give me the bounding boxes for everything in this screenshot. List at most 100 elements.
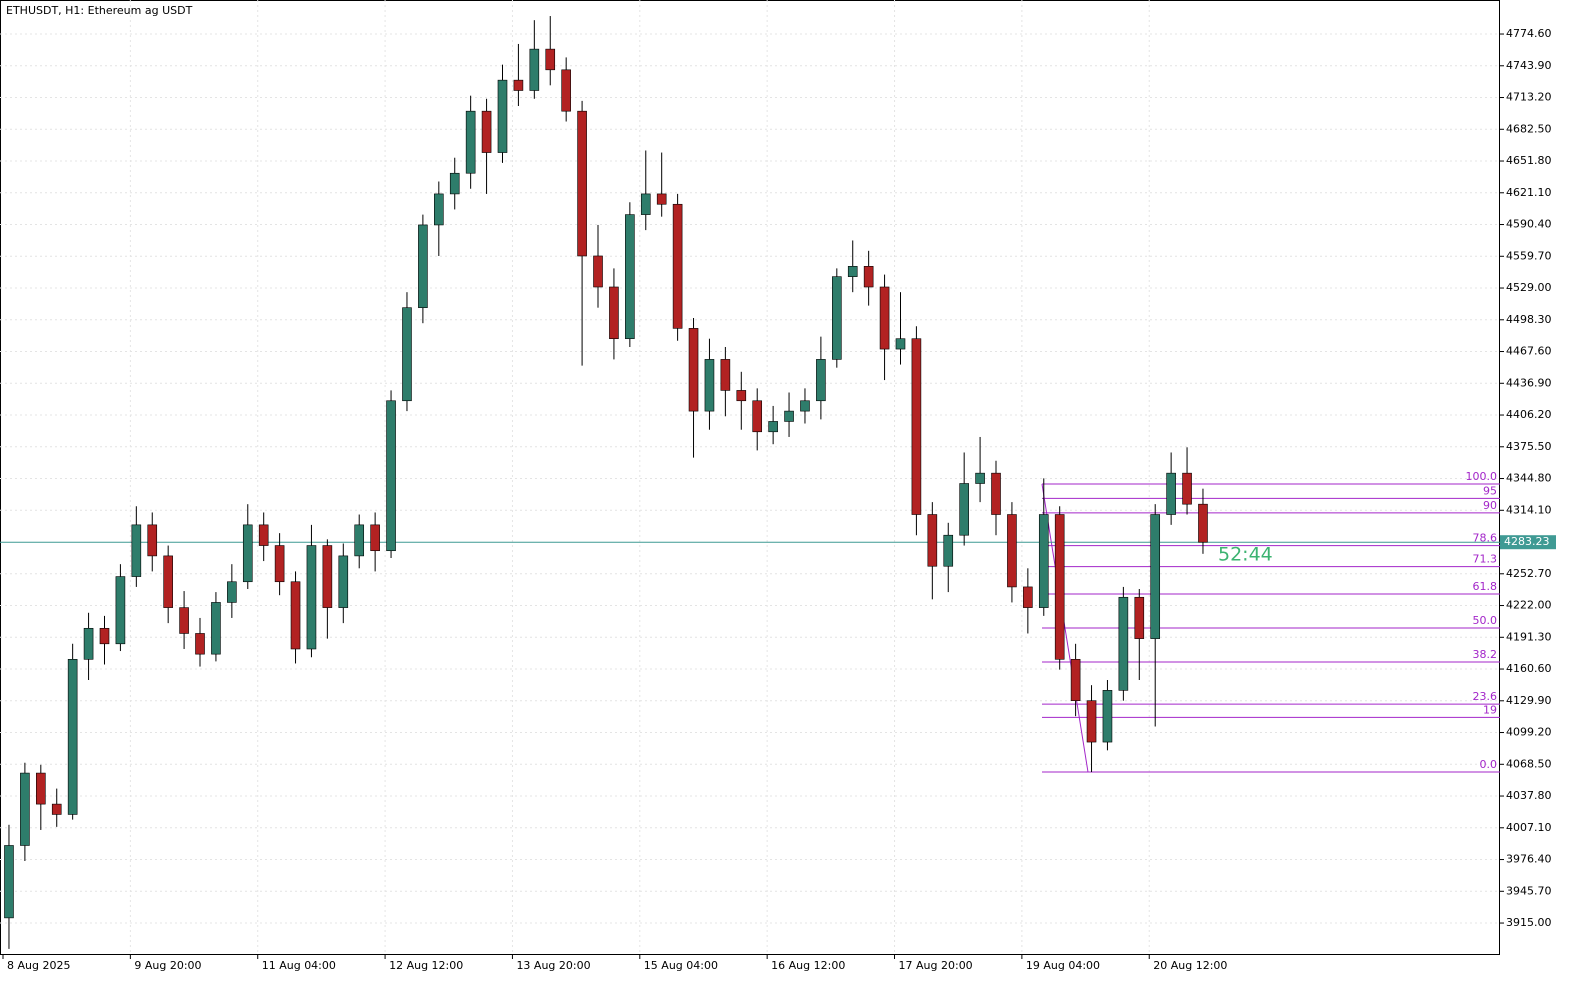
candle-timer: 52:44 — [1218, 544, 1273, 566]
candle-body — [752, 400, 763, 433]
y-tick-label: 4621.10 — [1506, 186, 1552, 199]
candle-body — [1054, 514, 1065, 660]
y-tick-label: 4436.90 — [1506, 376, 1552, 389]
candle-body — [434, 193, 444, 226]
x-tick-label: 11 Aug 04:00 — [262, 959, 336, 972]
candle-body — [338, 555, 349, 608]
candle-body — [593, 255, 603, 288]
candle-body — [4, 845, 14, 919]
fib-label: 0.0 — [1480, 758, 1498, 771]
fib-label: 38.2 — [1473, 648, 1498, 661]
candle-body — [863, 266, 874, 288]
candle-body — [736, 390, 747, 402]
candle-body — [625, 214, 635, 340]
candle-body — [83, 627, 94, 660]
candle-body — [911, 338, 922, 515]
candle-body — [577, 110, 587, 257]
candle-body — [1023, 586, 1033, 608]
y-tick-label: 4406.20 — [1506, 408, 1552, 421]
candle-body — [465, 110, 476, 174]
candle-body — [561, 69, 571, 112]
candle-body — [418, 224, 428, 308]
candle-body — [99, 627, 110, 645]
candle-body — [975, 472, 985, 484]
y-tick-label: 4590.40 — [1506, 218, 1552, 231]
x-tick-label: 19 Aug 04:00 — [1026, 959, 1100, 972]
candle-body — [991, 472, 1001, 515]
y-tick-label: 4222.00 — [1506, 599, 1552, 612]
candle-body — [1182, 472, 1192, 505]
candle-body — [370, 524, 380, 552]
candle-body — [211, 602, 221, 655]
fib-trendline — [1041, 483, 1089, 773]
y-tick-label: 4743.90 — [1506, 59, 1552, 72]
y-tick-label: 4529.00 — [1506, 281, 1552, 294]
candle-body — [1166, 472, 1176, 515]
fib-label: 78.6 — [1473, 532, 1498, 545]
fib-label: 19 — [1483, 703, 1497, 716]
y-tick-label: 4651.80 — [1506, 154, 1552, 167]
x-tick-label: 12 Aug 12:00 — [389, 959, 463, 972]
candle-body — [274, 545, 285, 583]
y-tick-label: 4191.30 — [1506, 630, 1552, 643]
fib-label: 95 — [1483, 484, 1497, 497]
y-tick-label: 4682.50 — [1506, 122, 1552, 135]
candle-body — [1007, 514, 1017, 588]
candle-body — [1038, 514, 1049, 608]
candle-body — [609, 286, 619, 340]
candle-body — [800, 400, 810, 412]
fib-label: 90 — [1483, 499, 1497, 512]
y-tick-label: 4160.60 — [1506, 662, 1552, 675]
candle-body — [656, 193, 667, 205]
candle-body — [879, 286, 890, 350]
y-tick-label: 4037.80 — [1506, 789, 1552, 802]
fib-label: 100.0 — [1466, 470, 1498, 483]
x-tick-label: 17 Aug 20:00 — [899, 959, 973, 972]
y-tick-label: 4467.60 — [1506, 345, 1552, 358]
candle-body — [449, 172, 460, 195]
y-tick-label: 4068.50 — [1506, 757, 1552, 770]
candle-body — [672, 203, 683, 329]
x-tick-label: 16 Aug 12:00 — [771, 959, 845, 972]
candle-body — [768, 421, 778, 433]
candle-body — [1134, 596, 1145, 639]
y-tick-label: 4375.50 — [1506, 440, 1552, 453]
candle-body — [67, 659, 78, 815]
candle-body — [1070, 659, 1081, 701]
candle-body — [1086, 700, 1097, 743]
candle-body — [927, 514, 938, 567]
fib-label: 71.3 — [1473, 553, 1498, 566]
chart-title: ETHUSDT, H1: Ethereum ag USDT — [6, 4, 193, 17]
candle-body — [847, 266, 858, 277]
y-tick-label: 4498.30 — [1506, 313, 1552, 326]
y-tick-label: 4713.20 — [1506, 91, 1552, 104]
candle-body — [513, 79, 524, 91]
candle-body — [1198, 503, 1208, 543]
plot-frame — [0, 0, 1500, 955]
candle-body — [720, 359, 731, 391]
candle-body — [20, 772, 30, 846]
candle-body — [1102, 690, 1113, 743]
y-tick-label: 4129.90 — [1506, 694, 1552, 707]
candle-body — [227, 581, 237, 603]
candle-body — [545, 48, 556, 71]
candle-body — [688, 328, 699, 412]
candle-body — [895, 338, 906, 350]
y-tick-label: 4774.60 — [1506, 27, 1552, 40]
candle-body — [290, 581, 301, 650]
candle-body — [306, 545, 317, 650]
candle-body — [640, 193, 651, 215]
y-tick-label: 4007.10 — [1506, 821, 1552, 834]
candle-body — [322, 545, 333, 608]
price-label: 4283.23 — [1504, 535, 1550, 548]
candle-body — [51, 803, 62, 815]
candle-body — [179, 607, 189, 634]
y-tick-label: 3945.70 — [1506, 884, 1552, 897]
x-tick-label: 15 Aug 04:00 — [644, 959, 718, 972]
y-tick-label: 4559.70 — [1506, 249, 1552, 262]
candle-body — [1118, 596, 1129, 691]
candle-body — [402, 307, 412, 402]
y-tick-label: 3915.00 — [1506, 916, 1552, 929]
